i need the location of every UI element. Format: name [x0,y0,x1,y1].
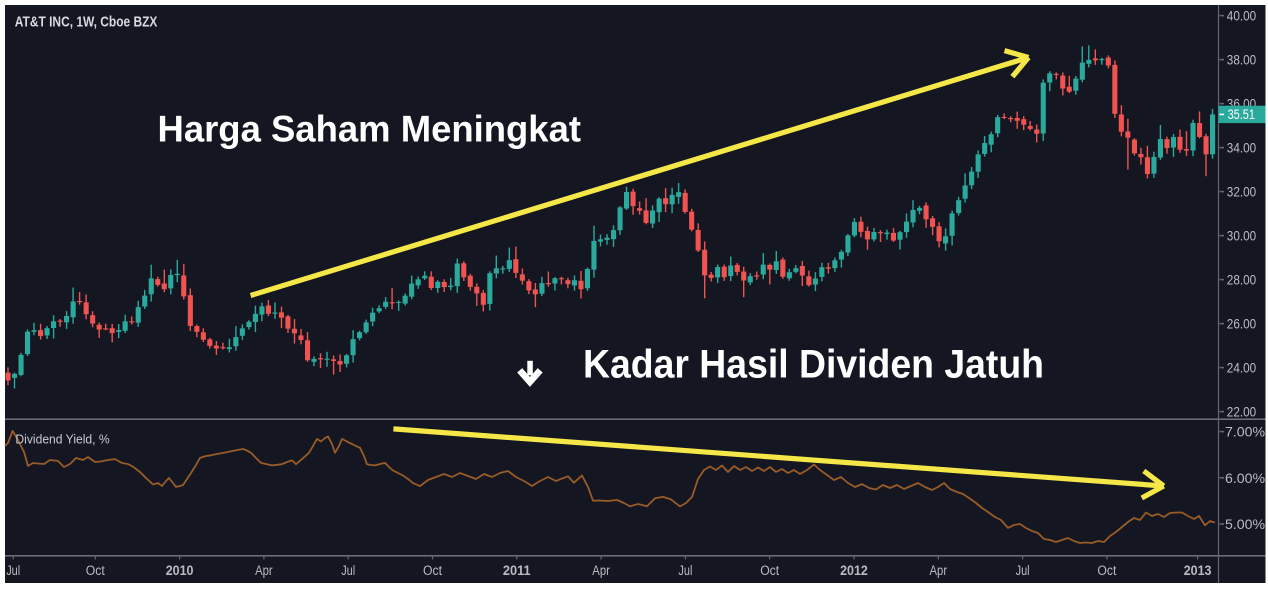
svg-text:Dividend Yield, %: Dividend Yield, % [15,432,109,446]
svg-text:26.00: 26.00 [1227,317,1256,332]
svg-text:Apr: Apr [255,563,273,578]
svg-text:34.00: 34.00 [1227,141,1256,156]
svg-text:30.00: 30.00 [1227,229,1256,244]
svg-text:Jul: Jul [1016,563,1030,578]
svg-text:AT&T INC, 1W, Cboe BZX: AT&T INC, 1W, Cboe BZX [15,15,158,31]
svg-text:Jul: Jul [6,563,20,578]
svg-text:2013: 2013 [1184,563,1212,578]
svg-text:Oct: Oct [86,563,105,578]
svg-text:Oct: Oct [1097,563,1116,578]
svg-text:2012: 2012 [840,563,868,578]
svg-text:35.51: 35.51 [1228,107,1255,122]
svg-text:24.00: 24.00 [1227,361,1256,376]
svg-text:Apr: Apr [592,563,610,578]
svg-text:Oct: Oct [423,563,442,578]
svg-text:5.00%: 5.00% [1225,517,1265,532]
svg-text:38.00: 38.00 [1227,53,1256,68]
svg-text:40.00: 40.00 [1227,9,1256,24]
svg-text:Jul: Jul [341,563,355,578]
svg-text:Oct: Oct [760,563,779,578]
svg-text:28.00: 28.00 [1227,273,1256,288]
svg-text:Apr: Apr [930,563,948,578]
svg-text:Kadar Hasil Dividen Jatuh: Kadar Hasil Dividen Jatuh [583,342,1044,386]
svg-text:Jul: Jul [678,563,692,578]
svg-text:6.00%: 6.00% [1225,471,1265,486]
svg-text:22.00: 22.00 [1227,405,1256,420]
svg-text:2010: 2010 [166,563,194,578]
svg-text:32.00: 32.00 [1227,185,1256,200]
svg-text:Harga Saham Meningkat: Harga Saham Meningkat [158,109,582,150]
svg-text:2011: 2011 [503,563,531,578]
svg-text:7.00%: 7.00% [1225,425,1265,440]
